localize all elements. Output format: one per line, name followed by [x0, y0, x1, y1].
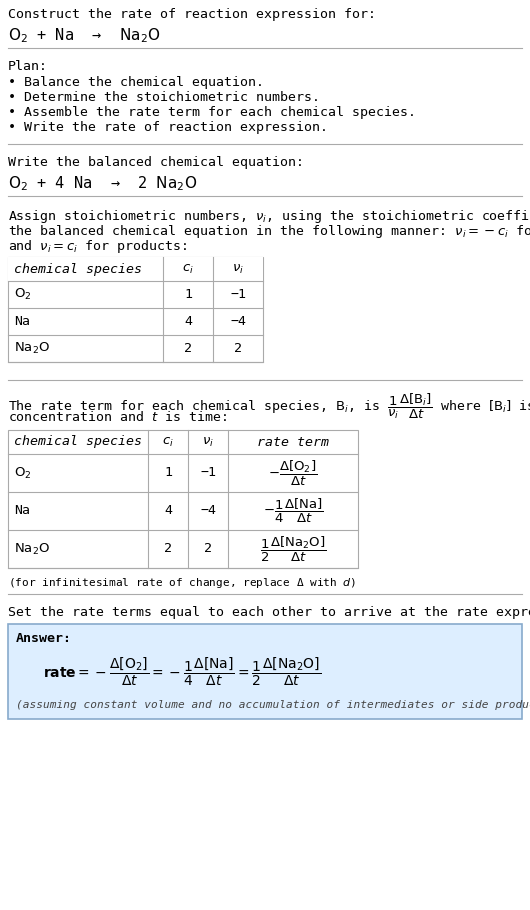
Text: Na: Na — [14, 504, 30, 518]
Text: −1: −1 — [230, 288, 246, 301]
Text: $-\dfrac{1}{4}\dfrac{\Delta[\mathrm{Na}]}{\Delta t}$: $-\dfrac{1}{4}\dfrac{\Delta[\mathrm{Na}]… — [263, 497, 323, 525]
Text: • Assemble the rate term for each chemical species.: • Assemble the rate term for each chemic… — [8, 106, 416, 119]
Text: chemical species: chemical species — [14, 262, 142, 276]
Text: The rate term for each chemical species, $\mathrm{B}_i$, is $\dfrac{1}{\nu_i}\df: The rate term for each chemical species,… — [8, 392, 530, 421]
Text: • Write the rate of reaction expression.: • Write the rate of reaction expression. — [8, 121, 328, 134]
Text: $\mathbf{rate} = -\dfrac{\Delta[\mathrm{O_2}]}{\Delta t} = -\dfrac{1}{4}\dfrac{\: $\mathbf{rate} = -\dfrac{\Delta[\mathrm{… — [43, 656, 321, 688]
Text: concentration and $t$ is time:: concentration and $t$ is time: — [8, 410, 227, 424]
Text: $\nu_i$: $\nu_i$ — [202, 436, 214, 449]
Bar — [8, 257, 263, 281]
Text: $-\dfrac{\Delta[\mathrm{O_2}]}{\Delta t}$: $-\dfrac{\Delta[\mathrm{O_2}]}{\Delta t}… — [268, 459, 317, 488]
Text: $c_i$: $c_i$ — [182, 262, 194, 276]
Text: $c_i$: $c_i$ — [162, 436, 174, 449]
Text: $\mathrm{O_2}$ + 4 Na  →  2 $\mathrm{Na_2O}$: $\mathrm{O_2}$ + 4 Na → 2 $\mathrm{Na_2O… — [8, 174, 197, 193]
Text: • Determine the stoichiometric numbers.: • Determine the stoichiometric numbers. — [8, 91, 320, 104]
Text: −4: −4 — [230, 315, 246, 328]
Text: $\mathrm{Na_2O}$: $\mathrm{Na_2O}$ — [14, 341, 50, 356]
Text: 1: 1 — [164, 467, 172, 480]
Text: Na: Na — [14, 315, 30, 328]
Text: $\nu_i$: $\nu_i$ — [232, 262, 244, 276]
Text: 1: 1 — [184, 288, 192, 301]
Text: Write the balanced chemical equation:: Write the balanced chemical equation: — [8, 156, 304, 169]
Text: chemical species: chemical species — [14, 436, 142, 449]
Text: 2: 2 — [164, 542, 172, 555]
Text: the balanced chemical equation in the following manner: $\nu_i = -c_i$ for react: the balanced chemical equation in the fo… — [8, 223, 530, 240]
Text: (assuming constant volume and no accumulation of intermediates or side products): (assuming constant volume and no accumul… — [16, 700, 530, 710]
Text: 2: 2 — [234, 342, 242, 355]
Text: Plan:: Plan: — [8, 60, 48, 73]
Text: −1: −1 — [200, 467, 216, 480]
Text: $\mathrm{Na_2O}$: $\mathrm{Na_2O}$ — [14, 541, 50, 557]
Text: rate term: rate term — [257, 436, 329, 449]
Text: 2: 2 — [204, 542, 212, 555]
Text: Set the rate terms equal to each other to arrive at the rate expression:: Set the rate terms equal to each other t… — [8, 606, 530, 619]
Bar — [8, 430, 358, 568]
Text: $\mathrm{O_2}$: $\mathrm{O_2}$ — [14, 465, 31, 480]
Text: Answer:: Answer: — [16, 632, 72, 645]
Text: $\mathrm{O_2}$: $\mathrm{O_2}$ — [14, 287, 31, 302]
Text: (for infinitesimal rate of change, replace Δ with $d$): (for infinitesimal rate of change, repla… — [8, 576, 356, 590]
Text: and $\nu_i = c_i$ for products:: and $\nu_i = c_i$ for products: — [8, 238, 187, 255]
Text: −4: −4 — [200, 504, 216, 518]
Text: Assign stoichiometric numbers, $\nu_i$, using the stoichiometric coefficients, $: Assign stoichiometric numbers, $\nu_i$, … — [8, 208, 530, 225]
Text: Construct the rate of reaction expression for:: Construct the rate of reaction expressio… — [8, 8, 376, 21]
Text: $\mathrm{O_2}$ + Na  →  $\mathrm{Na_2O}$: $\mathrm{O_2}$ + Na → $\mathrm{Na_2O}$ — [8, 26, 161, 45]
Text: 4: 4 — [184, 315, 192, 328]
FancyBboxPatch shape — [8, 624, 522, 719]
Text: 4: 4 — [164, 504, 172, 518]
Text: 2: 2 — [184, 342, 192, 355]
Text: $\dfrac{1}{2}\dfrac{\Delta[\mathrm{Na_2O}]}{\Delta t}$: $\dfrac{1}{2}\dfrac{\Delta[\mathrm{Na_2O… — [260, 534, 326, 563]
Bar — [8, 257, 263, 362]
Text: • Balance the chemical equation.: • Balance the chemical equation. — [8, 76, 264, 89]
